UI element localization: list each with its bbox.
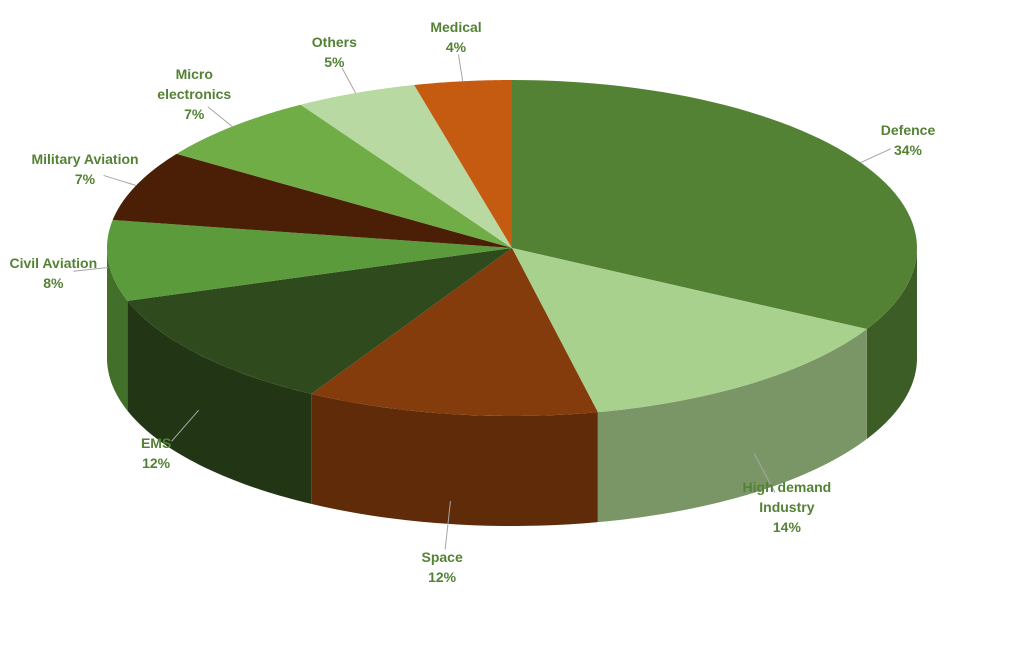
data-label-name: Defence	[880, 121, 936, 138]
leader-line	[860, 148, 892, 163]
data-label-value: 12%	[142, 454, 171, 471]
slice	[112, 153, 512, 248]
slice-side	[866, 248, 917, 440]
data-label-value: 5%	[324, 53, 345, 70]
data-label: Micro electronics 7%	[139, 64, 249, 124]
data-label: Defence 34%	[881, 120, 935, 160]
data-label: Civil Aviation 8%	[10, 253, 98, 293]
leader-line	[457, 54, 464, 82]
data-label-name: Civil Aviation	[9, 254, 98, 271]
data-label-value: 14%	[772, 518, 801, 535]
data-label-value: 4%	[445, 38, 467, 55]
data-label-value: 7%	[184, 105, 205, 122]
leader-line	[341, 67, 357, 94]
leader-line	[103, 174, 137, 186]
data-label-name: Micro electronics	[157, 65, 232, 102]
slice-side	[597, 329, 867, 523]
data-label-name: Space	[421, 549, 463, 566]
data-label: Others 5%	[312, 32, 357, 72]
leader-line	[171, 409, 200, 442]
slice	[414, 80, 512, 248]
data-label-name: Medical	[430, 18, 482, 35]
data-label: Medical 4%	[430, 17, 481, 57]
data-label-value: 12%	[428, 569, 457, 586]
slice	[107, 219, 512, 301]
data-label-name: Others	[311, 33, 357, 50]
data-label: High demand Industry 14%	[732, 477, 842, 537]
slice	[512, 248, 867, 413]
data-label: Space 12%	[421, 547, 462, 587]
leader-line	[207, 106, 233, 127]
slice-side	[107, 248, 128, 411]
data-label-value: 8%	[43, 274, 64, 291]
data-label-value: 7%	[74, 170, 96, 187]
data-label-name: EMS	[140, 434, 172, 451]
data-label-name: Military Aviation	[31, 150, 139, 167]
slice	[311, 248, 598, 416]
data-label: Military Aviation 7%	[31, 149, 138, 189]
data-label-value: 34%	[893, 141, 923, 158]
data-label: EMS 12%	[141, 433, 171, 473]
slice	[176, 104, 512, 248]
slice	[300, 84, 512, 248]
data-label-name: High demand Industry	[742, 478, 832, 515]
slice	[512, 80, 917, 330]
leader-line	[753, 453, 776, 493]
leader-line	[444, 500, 451, 550]
slice-side	[127, 300, 312, 504]
slice-side	[311, 393, 598, 526]
leader-line	[73, 267, 109, 272]
slice	[127, 248, 513, 394]
